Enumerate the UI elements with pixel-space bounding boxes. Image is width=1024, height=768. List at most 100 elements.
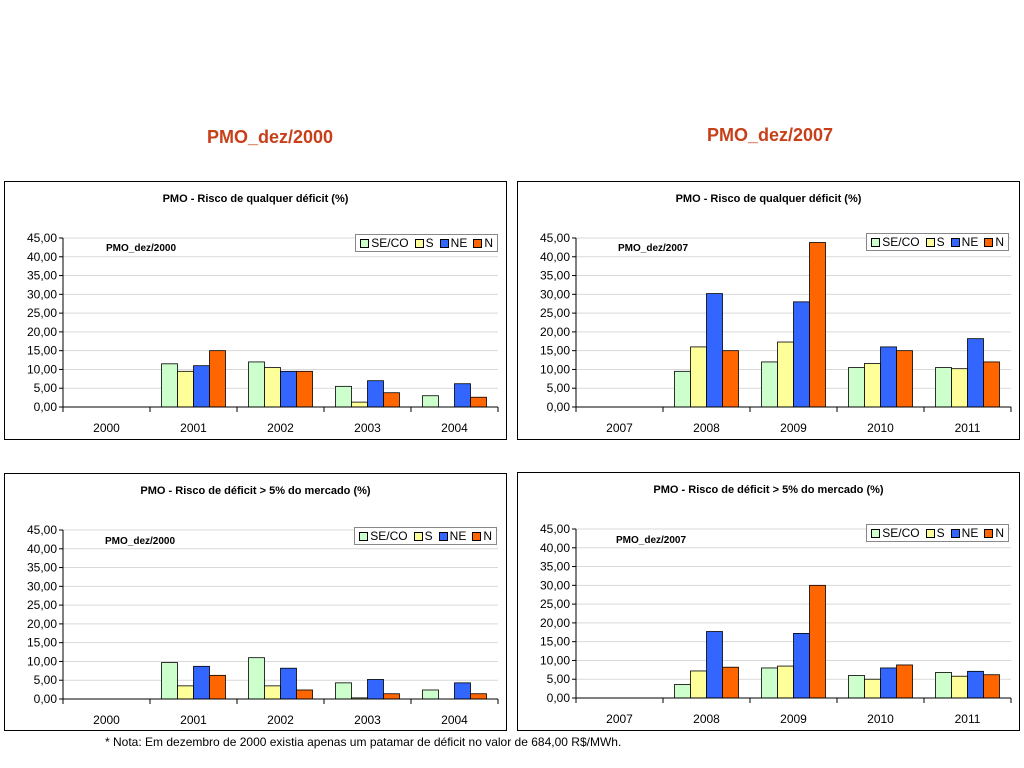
bar-s-2011 xyxy=(951,368,968,408)
chart-inner-label: PMO_dez/2000 xyxy=(105,536,176,547)
x-tick-label: 2004 xyxy=(441,713,468,727)
bar-ne-2011 xyxy=(967,338,984,408)
bar-n-2002 xyxy=(296,689,313,700)
legend-swatch xyxy=(984,237,994,247)
y-tick-label: 45,00 xyxy=(27,231,57,245)
y-tick-label: 10,00 xyxy=(27,362,57,376)
x-tick-label: 2010 xyxy=(867,421,894,435)
bar-s-2002 xyxy=(264,685,281,700)
x-tick-label: 2007 xyxy=(606,712,633,726)
bar-n-2004 xyxy=(470,693,487,700)
legend-item-s: S xyxy=(413,529,433,543)
y-tick-label: 10,00 xyxy=(27,654,57,668)
legend-item-s: S xyxy=(925,235,945,249)
y-tick-label: 25,00 xyxy=(27,598,57,612)
legend-label: S xyxy=(425,236,434,250)
legend-label: SE/CO xyxy=(370,529,408,543)
bar-ne-2003 xyxy=(367,679,384,700)
y-tick-label: 5,00 xyxy=(34,381,58,395)
x-tick-label: 2011 xyxy=(955,421,981,435)
bar-n-2010 xyxy=(896,664,913,699)
chart-legend: SE/CO S NE N xyxy=(354,527,497,545)
bar-n-2011 xyxy=(983,361,1000,408)
y-tick-label: 20,00 xyxy=(27,325,57,339)
chart-title: PMO - Risco de déficit > 5% do mercado (… xyxy=(653,484,884,496)
y-tick-label: 35,00 xyxy=(540,560,570,574)
bar-n-2003 xyxy=(383,392,400,408)
y-tick-label: 5,00 xyxy=(34,673,58,687)
chart-panel-1: PMO - Risco de qualquer déficit (%) 0,00… xyxy=(4,181,507,440)
chart-plot: 0,00 5,00 10,00 15,00 20,00 25,00 30,00 35,00 40… xyxy=(540,522,1012,726)
legend-item-ne: NE xyxy=(950,526,979,540)
legend-item-ne: NE xyxy=(950,235,978,249)
bar-n-2001 xyxy=(209,674,226,700)
legend-item-seco: SE/CO xyxy=(871,526,920,540)
bar-ne-2004 xyxy=(454,383,471,408)
bar-s-2009 xyxy=(777,341,794,408)
chart-legend: SE/CO S NE N xyxy=(355,234,498,252)
legend-swatch xyxy=(414,238,424,248)
y-tick-label: 30,00 xyxy=(27,287,57,301)
x-tick-label: 2004 xyxy=(441,421,468,435)
bar-seco-2001 xyxy=(161,363,178,408)
bar-n-2008 xyxy=(722,666,739,699)
legend-swatch xyxy=(950,237,960,247)
y-tick-label: 30,00 xyxy=(540,578,570,592)
x-tick-label: 2002 xyxy=(267,421,294,435)
x-tick-label: 2001 xyxy=(180,421,207,435)
bar-s-2011 xyxy=(951,675,968,699)
legend-swatch xyxy=(439,238,449,248)
bar-ne-2011 xyxy=(967,670,984,699)
bar-seco-2011 xyxy=(935,367,952,408)
chart-inner-label: PMO_dez/2007 xyxy=(618,243,689,254)
bar-seco-2002 xyxy=(248,657,265,700)
x-tick-label: 2003 xyxy=(354,713,381,727)
legend-label: NE xyxy=(961,526,979,540)
bar-ne-2001 xyxy=(193,365,210,408)
bar-ne-2009 xyxy=(793,633,810,699)
y-tick-label: 45,00 xyxy=(27,523,57,537)
bar-seco-2003 xyxy=(335,682,352,700)
bar-s-2008 xyxy=(690,670,707,699)
y-tick-label: 10,00 xyxy=(540,362,570,376)
bar-n-2003 xyxy=(383,693,400,700)
legend-item-n: N xyxy=(984,526,1004,540)
bar-ne-2008 xyxy=(706,293,723,408)
legend-item-seco: SE/CO xyxy=(871,235,920,249)
legend-label: N xyxy=(995,526,1004,540)
legend-label: N xyxy=(995,235,1004,249)
bar-seco-2003 xyxy=(335,385,352,408)
heading-right: PMO_dez/2007 xyxy=(706,125,834,145)
x-tick-label: 2009 xyxy=(780,421,807,435)
bar-ne-2004 xyxy=(454,682,471,700)
bar-s-2008 xyxy=(690,346,707,408)
bar-ne-2010 xyxy=(880,346,897,408)
bar-n-2008 xyxy=(722,350,739,408)
legend-label: SE/CO xyxy=(882,235,920,249)
chart-title: PMO - Risco de qualquer déficit (%) xyxy=(675,193,862,205)
footnote: * Nota: Em dezembro de 2000 existia apen… xyxy=(105,735,622,749)
y-tick-label: 0,00 xyxy=(34,400,58,414)
chart-plot: 0,00 5,00 10,00 15,00 20,00 25,00 30,00 35,00 40… xyxy=(27,231,499,435)
bar-ne-2002 xyxy=(280,667,297,700)
legend-label: S xyxy=(936,526,945,540)
bar-ne-2002 xyxy=(280,370,297,408)
y-tick-label: 20,00 xyxy=(540,616,570,630)
chart-title: PMO - Risco de qualquer déficit (%) xyxy=(162,193,349,205)
legend-swatch xyxy=(871,528,881,538)
y-tick-label: 0,00 xyxy=(547,691,571,705)
y-tick-label: 25,00 xyxy=(27,306,57,320)
chart-panel-3: PMO - Risco de déficit > 5% do mercado (… xyxy=(4,473,507,731)
bar-ne-2001 xyxy=(193,665,210,700)
x-tick-label: 2007 xyxy=(606,421,633,435)
x-tick-label: 2008 xyxy=(693,421,720,435)
x-tick-label: 2010 xyxy=(867,712,894,726)
bar-ne-2010 xyxy=(880,667,897,699)
legend-swatch xyxy=(950,528,960,538)
bar-s-2010 xyxy=(864,678,881,699)
y-tick-label: 40,00 xyxy=(27,250,57,264)
y-tick-label: 15,00 xyxy=(27,344,57,358)
legend-swatch xyxy=(438,531,448,541)
bar-s-2001 xyxy=(177,685,194,700)
legend-label: NE xyxy=(450,236,468,250)
